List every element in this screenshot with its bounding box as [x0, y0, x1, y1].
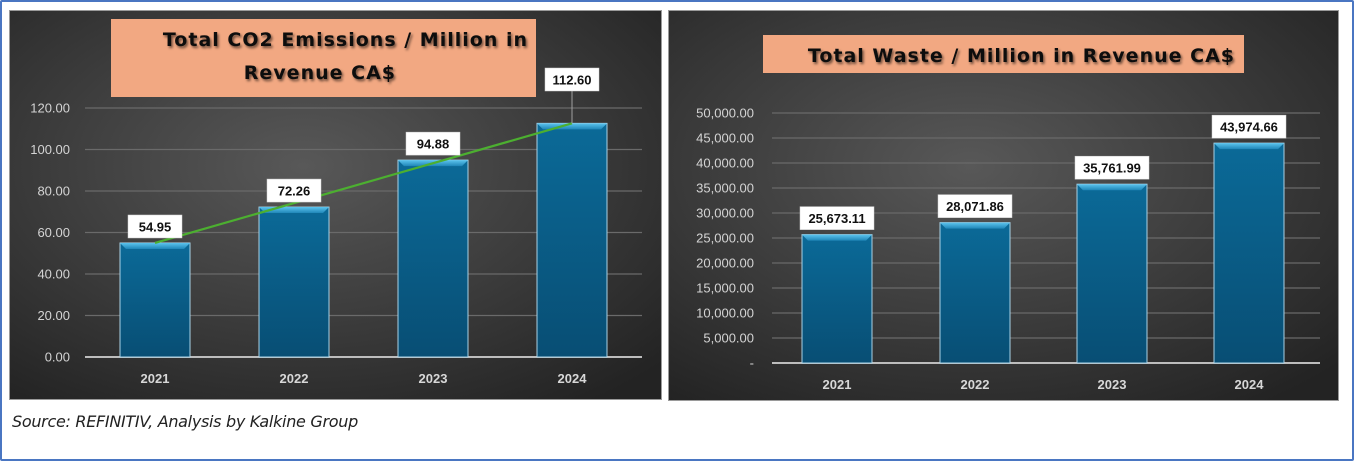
x-tick-label: 2024 — [1235, 377, 1265, 392]
x-tick-label: 2021 — [141, 371, 170, 386]
co2-emissions-chart: 0.00 20.00 40.00 60.00 80.00 100.00 120.00 2021… — [10, 11, 661, 399]
y-tick-label: 5,000.00 — [703, 331, 754, 346]
trendline — [154, 122, 573, 245]
data-label-text: 72.26 — [278, 184, 311, 199]
y-tick-label: 100.00 — [30, 142, 70, 157]
chart-title-box — [111, 19, 536, 97]
data-label-text: 35,761.99 — [1083, 161, 1141, 176]
bar-body — [1076, 183, 1148, 364]
data-label: 35,761.99 — [1074, 155, 1150, 180]
bar-bevel — [120, 242, 190, 249]
bar-2024 — [536, 122, 608, 358]
data-label-text: 25,673.11 — [808, 211, 865, 226]
data-label: 112.60 — [544, 67, 600, 92]
data-label-box — [1074, 155, 1150, 180]
bar-bevel — [1077, 184, 1147, 191]
x-tick-label: 2023 — [419, 371, 448, 386]
y-tick-label: 45,000.00 — [696, 131, 754, 146]
data-label: 94.88 — [405, 131, 461, 156]
data-label-box — [405, 131, 461, 156]
data-label: 54.95 — [127, 214, 183, 239]
chart-title-text: Total Waste / Million in Revenue CA$ — [808, 45, 1235, 67]
chart-title: Total CO2 Emissions / Million in Revenue … — [111, 19, 536, 97]
y-tick-label: 15,000.00 — [696, 281, 754, 296]
bar-body — [119, 242, 191, 358]
data-label-box — [937, 194, 1013, 218]
y-tick-label: 50,000.00 — [696, 106, 754, 121]
y-tick-label: 20.00 — [37, 308, 70, 323]
bar-body — [258, 206, 330, 358]
bar-body — [1213, 142, 1285, 364]
x-tick-label: 2021 — [823, 377, 852, 392]
data-label-box — [544, 67, 600, 92]
y-tick-label: 20,000.00 — [696, 256, 754, 271]
bar-2024 — [1213, 142, 1285, 364]
y-tick-label: 35,000.00 — [696, 181, 754, 196]
data-label: 43,974.66 — [1211, 114, 1287, 139]
bar-body — [801, 234, 873, 364]
y-tick-label: 80.00 — [37, 184, 70, 199]
bar-bevel — [1214, 143, 1284, 150]
data-label-text: 94.88 — [417, 137, 450, 152]
y-tick-label: 30,000.00 — [696, 206, 754, 221]
x-tick-label: 2024 — [558, 371, 588, 386]
data-label: 25,673.11 — [799, 206, 875, 230]
source-note: Source: REFINITIV, Analysis by Kalkine G… — [12, 412, 358, 431]
y-tick-label: 40.00 — [37, 267, 70, 282]
chart-title-box — [763, 35, 1244, 73]
bar-2023 — [1076, 183, 1148, 364]
chart-title-text: Total CO2 Emissions / Million in — [163, 29, 528, 51]
y-tick-label: 10,000.00 — [696, 306, 754, 321]
co2-chart-svg: 0.00 20.00 40.00 60.00 80.00 100.00 120.00 2021… — [10, 11, 661, 399]
data-label-text: 43,974.66 — [1220, 120, 1278, 135]
chart-title: Total Waste / Million in Revenue CA$ — [763, 35, 1244, 73]
data-label-text: 54.95 — [139, 219, 172, 234]
data-label: 28,071.86 — [937, 194, 1013, 218]
bar-bevel — [940, 222, 1010, 229]
data-label-box — [1211, 114, 1287, 139]
y-tick-label: 60.00 — [37, 225, 70, 240]
bar-body — [939, 222, 1011, 364]
waste-chart-svg: - 5,000.00 10,000.00 15,000.00 20,000.00 25,0… — [669, 11, 1338, 400]
bar-2022 — [939, 222, 1011, 364]
bar-2021 — [801, 234, 873, 364]
y-tick-label: 0.00 — [45, 350, 70, 365]
y-tick-label: 40,000.00 — [696, 156, 754, 171]
data-label-text: 112.60 — [552, 73, 591, 88]
data-label-box — [266, 178, 322, 203]
bar-2023 — [397, 159, 469, 358]
data-label-box — [799, 206, 875, 230]
chart-title-text: Revenue CA$ — [244, 62, 396, 84]
bar-body — [536, 122, 608, 358]
bar-2021 — [119, 242, 191, 358]
waste-chart: - 5,000.00 10,000.00 15,000.00 20,000.00 25,0… — [669, 11, 1338, 400]
x-tick-label: 2023 — [1098, 377, 1127, 392]
x-tick-label: 2022 — [961, 377, 990, 392]
bar-bevel — [802, 234, 872, 241]
data-label-text: 28,071.86 — [946, 199, 1004, 214]
bar-2022 — [258, 206, 330, 358]
bar-body — [397, 159, 469, 358]
y-tick-label: 120.00 — [30, 101, 70, 116]
y-tick-label: - — [750, 356, 754, 371]
y-tick-label: 25,000.00 — [696, 231, 754, 246]
x-tick-label: 2022 — [280, 371, 309, 386]
data-label-box — [127, 214, 183, 239]
data-label: 72.26 — [266, 178, 322, 203]
